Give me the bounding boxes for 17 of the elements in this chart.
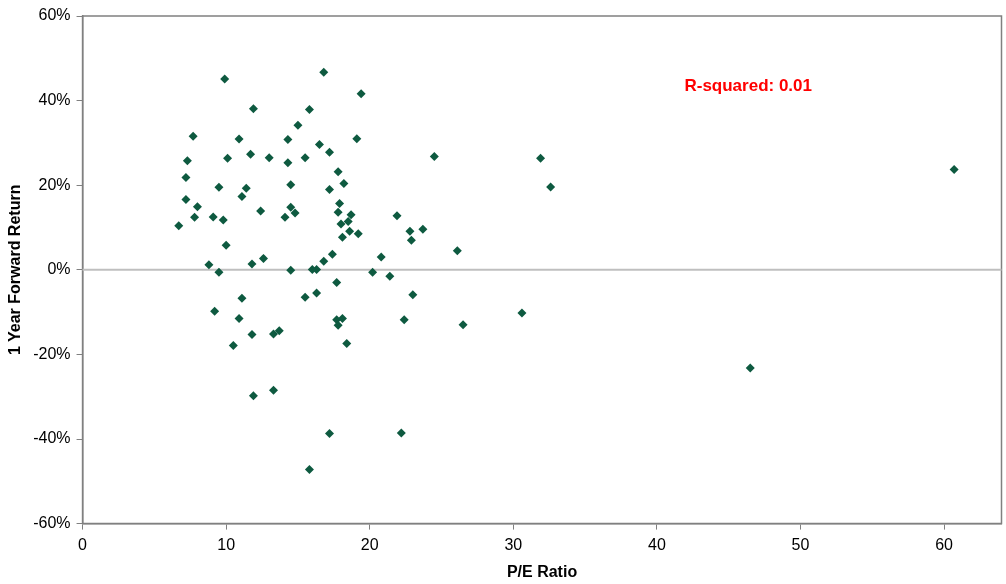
annotation: R-squared: 0.01 — [684, 75, 813, 95]
x-tick-label: 60 — [935, 535, 954, 553]
y-tick-label: 40% — [38, 91, 71, 109]
x-tick-label: 20 — [360, 535, 379, 553]
x-tick-label: 40 — [648, 535, 666, 553]
y-tick-label: 20% — [38, 175, 71, 193]
x-tick-label: 30 — [504, 535, 523, 553]
x-axis-title: P/E Ratio — [506, 562, 578, 580]
x-tick-label: 0 — [78, 535, 88, 553]
y-tick-label: -40% — [33, 429, 71, 447]
y-tick-label: -20% — [33, 344, 71, 362]
y-tick-label: -60% — [33, 514, 71, 532]
y-tick-label: 0% — [47, 260, 71, 278]
x-tick-label: 50 — [791, 535, 810, 553]
x-tick-label: 10 — [217, 535, 236, 553]
y-axis-title: 1 Year Forward Return — [6, 184, 24, 356]
y-tick-label: 60% — [38, 6, 71, 24]
